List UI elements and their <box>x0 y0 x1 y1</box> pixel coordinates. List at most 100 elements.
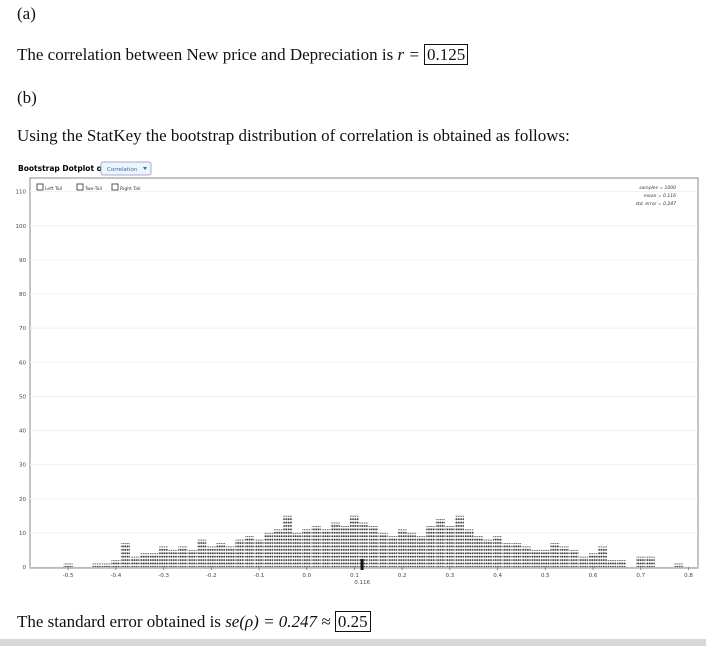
dot-column <box>273 529 283 567</box>
tail-checkbox[interactable] <box>36 183 44 191</box>
marker-label: 0.116 <box>354 580 370 586</box>
answer-box: 0.25 <box>334 611 371 632</box>
y-tick-label: 30 <box>19 463 26 469</box>
dot-column <box>197 539 207 567</box>
tail-label: Left Tail <box>45 186 62 192</box>
dot-column <box>206 546 216 567</box>
dot-column <box>474 536 484 567</box>
dot-column <box>216 543 226 567</box>
formula: se(ρ) = 0.247 ≈ <box>225 612 331 631</box>
symbol: r = <box>397 45 420 64</box>
dot-column <box>426 526 436 567</box>
dot-column <box>502 543 512 567</box>
dot-column <box>540 549 550 567</box>
dot-column <box>531 549 541 567</box>
dot-column <box>674 563 684 567</box>
dot-column <box>607 560 617 567</box>
dot-column <box>435 519 445 567</box>
dot-column <box>369 526 379 567</box>
dot-column <box>493 536 503 567</box>
dot-column <box>254 539 264 567</box>
answer-box: 0.125 <box>424 44 469 65</box>
chart-title: Bootstrap Dotplot of <box>18 164 106 173</box>
dot-column <box>292 532 302 567</box>
sentence: The correlation between New price and De… <box>17 44 469 65</box>
y-tick-label: 0 <box>23 565 27 571</box>
dot-column <box>311 526 321 567</box>
x-tick-label: -0.2 <box>206 573 217 579</box>
y-tick-label: 10 <box>19 531 26 537</box>
dot-column <box>483 539 493 567</box>
x-tick-label: 0.2 <box>398 573 407 579</box>
dot-column <box>244 536 254 567</box>
dot-column <box>302 529 312 567</box>
text: The correlation between New price and De… <box>17 45 394 64</box>
sentence: The standard error obtained is se(ρ) = 0… <box>17 611 371 632</box>
dot-column <box>598 546 608 567</box>
dot-column <box>264 532 274 567</box>
dot-column <box>225 546 235 567</box>
plot-frame <box>29 177 699 569</box>
dot-column <box>149 553 159 567</box>
y-tick-label: 100 <box>16 224 27 230</box>
y-tick-label: 20 <box>19 497 26 503</box>
dot-column <box>636 556 646 567</box>
dot-column <box>445 526 455 567</box>
x-tick-label: -0.4 <box>111 573 122 579</box>
y-tick-label: 40 <box>19 429 26 435</box>
dot-column <box>330 522 340 567</box>
marker <box>360 559 364 570</box>
dropdown-arrow <box>143 167 147 170</box>
y-tick-label: 70 <box>19 326 26 332</box>
x-tick-label: 0.3 <box>446 573 455 579</box>
dot-column <box>645 556 655 567</box>
dot-column <box>397 529 407 567</box>
x-tick-label: -0.1 <box>254 573 265 579</box>
dot-column <box>454 515 464 567</box>
dot-column <box>359 522 369 567</box>
x-tick-label: 0.8 <box>684 573 693 579</box>
y-tick-label: 90 <box>19 258 26 264</box>
y-tick-label: 60 <box>19 360 26 366</box>
x-tick-label: 0.0 <box>302 573 311 579</box>
dot-column <box>378 532 388 567</box>
x-tick-label: -0.3 <box>158 573 169 579</box>
dot-column <box>388 536 398 567</box>
dot-column <box>464 529 474 567</box>
dropdown[interactable] <box>100 161 152 176</box>
dot-column <box>569 549 579 567</box>
sentence: Using the StatKey the bootstrap distribu… <box>17 126 570 145</box>
dropdown-label[interactable]: Correlation <box>107 167 138 173</box>
dot-column <box>283 515 293 567</box>
stat: mean = 0.116 <box>644 193 676 199</box>
dot-column <box>92 563 102 567</box>
dot-column <box>416 536 426 567</box>
part-label: (a) <box>17 4 36 23</box>
dot-column <box>159 546 169 567</box>
dot-column <box>550 543 560 567</box>
stat: samples = 1000 <box>639 185 676 191</box>
dot-column <box>521 546 531 567</box>
bottom-bar <box>0 639 706 646</box>
tail-label: Right Tail <box>120 186 141 192</box>
dot-column <box>120 543 130 567</box>
stat: std. error = 0.247 <box>636 201 677 207</box>
dot-column <box>130 556 140 567</box>
dot-column <box>321 529 331 567</box>
y-tick-label: 110 <box>16 190 27 196</box>
dot-column <box>101 563 111 567</box>
dot-column <box>407 532 417 567</box>
dot-column <box>63 563 73 567</box>
tail-checkbox[interactable] <box>111 183 119 191</box>
x-tick-label: 0.5 <box>541 573 550 579</box>
dot-column <box>168 549 178 567</box>
dot-column <box>235 539 245 567</box>
dot-column <box>512 543 522 567</box>
part-label: (b) <box>17 88 37 107</box>
dot-column <box>349 515 359 567</box>
chart: Bootstrap Dotplot of Correlation 0 10 20 30… <box>16 161 699 586</box>
dot-column <box>178 546 188 567</box>
dot-column <box>617 560 627 567</box>
tail-checkbox[interactable] <box>76 183 84 191</box>
